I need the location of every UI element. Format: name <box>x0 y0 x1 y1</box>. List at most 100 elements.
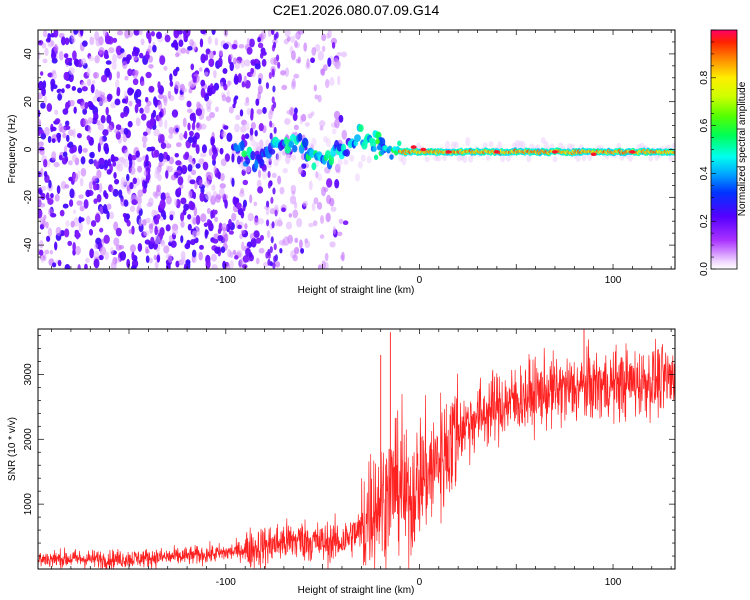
spectrogram-noise-cell <box>68 160 73 166</box>
spectrogram-noise-cell <box>169 73 173 82</box>
spectrogram-noise-cell <box>65 101 70 111</box>
spectrogram-halo-cell <box>273 158 279 167</box>
spectrogram-noise-cell <box>43 159 48 168</box>
spectrogram-noise-cell <box>241 119 248 126</box>
spectrogram-noise-cell <box>207 36 212 45</box>
spectrogram-noise-cell <box>98 49 102 56</box>
spectrogram-noise-cell <box>213 165 217 174</box>
spectrogram-noise-cell <box>76 132 82 139</box>
spectrogram-noise-cell <box>123 127 129 135</box>
spectrogram-noise-cell <box>257 218 265 225</box>
spectrogram-y-tick-label: -40 <box>23 237 34 252</box>
spectrogram-noise-cell <box>283 236 290 246</box>
spectrogram-noise-cell <box>183 263 188 269</box>
spectrogram-carrier-cell <box>676 149 680 153</box>
spectrogram-noise-cell <box>211 184 216 191</box>
spectrogram-carrier-cell <box>254 158 259 170</box>
spectrogram-noise-cell <box>89 248 95 259</box>
spectrogram-noise-cell <box>148 257 153 264</box>
spectrogram-noise-cell <box>88 158 94 165</box>
spectrogram-noise-cell <box>143 230 150 237</box>
spectrogram-noise-cell <box>75 229 80 240</box>
spectrogram-noise-cell <box>237 207 244 216</box>
spectrogram-noise-cell <box>113 237 120 247</box>
spectrogram-noise-cell <box>192 217 197 225</box>
spectrogram-noise-cell <box>265 208 270 216</box>
spectrogram-noise-cell <box>221 94 227 102</box>
spectrogram-noise-cell <box>96 194 102 203</box>
spectrogram-noise-cell <box>177 176 184 186</box>
spectrogram-noise-cell <box>222 43 229 50</box>
spectrogram-noise-cell <box>120 180 127 190</box>
spectrogram-halo-cell <box>500 154 506 163</box>
spectrogram-noise-cell <box>157 93 164 100</box>
spectrogram-noise-cell <box>68 67 75 76</box>
spectrogram-noise-cell <box>39 202 46 208</box>
spectrogram-noise-cell <box>137 243 143 252</box>
spectrogram-noise-cell <box>302 200 308 207</box>
spectrogram-noise-cell <box>111 61 117 70</box>
spectrogram-noise-cell <box>270 30 275 35</box>
spectrogram-noise-cell <box>168 156 175 165</box>
spectrogram-noise-cell <box>139 107 144 114</box>
spectrogram-noise-cell <box>325 78 330 89</box>
spectrogram-carrier-cell <box>301 137 309 148</box>
spectrogram-noise-cell <box>123 90 128 99</box>
spectrogram-noise-cell <box>165 224 171 232</box>
spectrogram-axis-ticks: -100 0 100 -40 -20 0 20 40 <box>23 29 675 286</box>
spectrogram-noise-cell <box>194 181 198 190</box>
spectrogram-noise-cell <box>273 126 277 134</box>
spectrogram-noise-cell <box>258 78 262 85</box>
colorbar-tick-label: 0.8 <box>699 70 710 84</box>
spectrogram-noise-cell <box>115 124 122 131</box>
spectrogram-noise-cell <box>261 51 267 56</box>
spectrogram-noise-cell <box>311 202 316 212</box>
spectrogram-noise-cell <box>304 240 311 248</box>
spectrogram-noise-cell <box>273 33 277 41</box>
spectrogram-carrier-cell <box>325 150 331 159</box>
spectrogram-noise-cell <box>175 52 180 58</box>
spectrogram-noise-cell <box>41 42 47 49</box>
spectrogram-noise-cell <box>154 149 160 158</box>
spectrogram-noise-cell <box>210 253 218 262</box>
spectrogram-x-tick-label: 100 <box>605 275 622 286</box>
colorbar: 0.0 0.2 0.4 0.6 0.8 Normalized spectral ampl… <box>699 29 748 276</box>
spectrogram-noise-cell <box>140 38 145 46</box>
spectrogram-noise-cell <box>303 42 308 52</box>
snr-series-line <box>38 338 675 569</box>
spectrogram-noise-cell <box>105 60 112 65</box>
spectrogram-noise-cell <box>243 75 247 84</box>
snr-frame <box>37 328 676 570</box>
spectrogram-noise-cell <box>199 244 204 250</box>
spectrogram-noise-cell <box>214 216 219 223</box>
spectrogram-noise-cell <box>284 30 291 38</box>
spectrogram-noise-cell <box>244 133 250 139</box>
spectrogram-noise-cell <box>103 190 107 198</box>
spectrogram-noise-cell <box>108 47 115 54</box>
spectrogram-noise-cell <box>97 123 105 131</box>
spectrogram-noise-cell <box>54 109 59 115</box>
spectrogram-noise-cell <box>255 257 260 265</box>
spectrogram-noise-cell <box>200 53 206 64</box>
spectrogram-noise-cell <box>211 153 217 161</box>
spectrogram-noise-cell <box>191 249 197 258</box>
spectrogram-noise-cell <box>110 186 114 193</box>
spectrogram-noise-cell <box>114 79 120 89</box>
spectrogram-halo-cell <box>331 128 337 135</box>
spectrogram-halo-cell <box>482 142 488 149</box>
spectrogram-noise-cell <box>42 30 48 38</box>
spectrogram-noise-cell <box>296 217 303 228</box>
spectrogram-halo-cell <box>453 141 459 148</box>
spectrogram-noise-cell <box>195 122 202 131</box>
spectrogram-noise-cell <box>140 81 145 87</box>
spectrogram-noise-cell <box>267 258 271 266</box>
spectrogram-halo-cell <box>558 142 564 150</box>
spectrogram-noise-cell <box>294 237 299 244</box>
spectrogram-noise-cell <box>67 141 74 149</box>
spectrogram-noise-cell <box>96 169 102 179</box>
spectrogram-noise-cell <box>107 124 113 133</box>
spectrogram-noise-cell <box>177 30 183 35</box>
spectrogram-noise-cell <box>77 87 83 94</box>
spectrogram-noise-cell <box>244 101 250 107</box>
spectrogram-peak-cell <box>629 150 636 154</box>
